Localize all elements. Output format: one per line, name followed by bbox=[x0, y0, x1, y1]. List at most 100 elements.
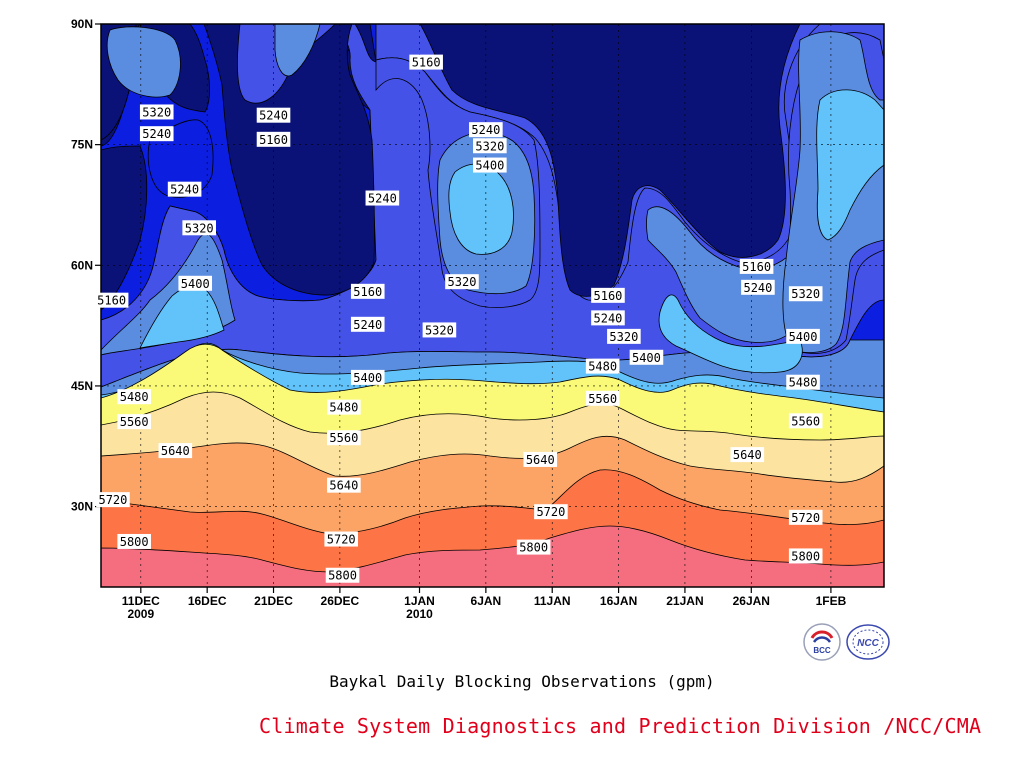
contour-label-bg bbox=[534, 504, 568, 520]
contour-label-bg bbox=[325, 567, 360, 583]
contour-label: 5320 bbox=[139, 104, 174, 120]
contour-label-text: 5560 bbox=[791, 414, 820, 428]
contour-label-text: 5320 bbox=[475, 139, 504, 153]
contour-label-text: 5800 bbox=[328, 569, 357, 583]
contour-label: 5720 bbox=[788, 509, 823, 525]
contour-label-bg bbox=[422, 322, 457, 338]
contour-label-text: 5160 bbox=[97, 294, 126, 308]
contour-label-text: 5640 bbox=[161, 444, 190, 458]
contour-label-bg bbox=[445, 274, 479, 290]
contour-label-bg bbox=[182, 220, 217, 236]
contour-label: 5640 bbox=[523, 451, 558, 467]
y-tick-label: 60N bbox=[71, 258, 93, 272]
contour-label-bg bbox=[350, 369, 385, 385]
contour-label: 5320 bbox=[182, 220, 217, 236]
contour-label-bg bbox=[117, 414, 151, 430]
contour-label-bg bbox=[167, 181, 202, 197]
contour-label-text: 5800 bbox=[519, 541, 548, 555]
contour-label-text: 5240 bbox=[142, 127, 171, 141]
contour-label-text: 5160 bbox=[594, 289, 623, 303]
contour-label-text: 5720 bbox=[98, 493, 127, 507]
contour-label-text: 5240 bbox=[471, 123, 500, 137]
contour-label-text: 5800 bbox=[791, 549, 820, 563]
contour-label-bg bbox=[178, 275, 213, 291]
contour-label-bg bbox=[788, 509, 823, 525]
contour-label: 5560 bbox=[788, 413, 823, 429]
contour-label-bg bbox=[591, 287, 625, 303]
contour-label-text: 5320 bbox=[791, 287, 820, 301]
contour-label-bg bbox=[607, 328, 641, 344]
contour-label-text: 5560 bbox=[588, 392, 617, 406]
contour-label: 5400 bbox=[350, 369, 385, 385]
contour-label: 5480 bbox=[327, 399, 361, 415]
contour-label: 5240 bbox=[139, 126, 174, 142]
contour-label: 5240 bbox=[365, 190, 400, 206]
contour-label: 5320 bbox=[473, 138, 507, 154]
contour-label-bg bbox=[473, 157, 507, 173]
contour-label-bg bbox=[739, 258, 774, 274]
x-tick-sublabel: 2009 bbox=[127, 607, 154, 621]
contour-label-text: 5480 bbox=[789, 376, 818, 390]
contour-label-bg bbox=[585, 358, 620, 374]
contour-label: 5800 bbox=[516, 539, 551, 555]
contour-label-text: 5240 bbox=[353, 318, 382, 332]
contour-label-text: 5240 bbox=[170, 183, 199, 197]
contour-label-bg bbox=[256, 131, 291, 147]
contour-label: 5160 bbox=[256, 131, 291, 147]
contour-label: 5160 bbox=[350, 283, 385, 299]
contour-label-bg bbox=[94, 292, 129, 308]
contour-label-bg bbox=[523, 451, 558, 467]
x-tick-label: 1FEB bbox=[816, 594, 847, 608]
contour-label-text: 5560 bbox=[329, 431, 358, 445]
chart-title: Baykal Daily Blocking Observations (gpm) bbox=[329, 672, 715, 691]
x-tick-label: 1JAN bbox=[404, 594, 435, 608]
contour-label-text: 5320 bbox=[185, 221, 214, 235]
contour-label-text: 5160 bbox=[353, 285, 382, 299]
contour-label-text: 5640 bbox=[733, 448, 762, 462]
contour-label-bg bbox=[629, 349, 664, 365]
contour-label-text: 5800 bbox=[120, 535, 149, 549]
contour-label: 5400 bbox=[178, 275, 213, 291]
contour-label-text: 5400 bbox=[181, 277, 210, 291]
contour-label: 5320 bbox=[422, 322, 457, 338]
contour-label-bg bbox=[324, 531, 359, 547]
x-tick-label: 21DEC bbox=[254, 594, 293, 608]
x-tick-label: 26JAN bbox=[733, 594, 770, 608]
contour-label: 5320 bbox=[445, 274, 479, 290]
contour-label: 5400 bbox=[629, 349, 664, 365]
contour-label-text: 5400 bbox=[789, 330, 818, 344]
y-tick-label: 45N bbox=[71, 379, 93, 393]
svg-text:NCC: NCC bbox=[857, 638, 879, 649]
contour-label-bg bbox=[117, 533, 151, 549]
contour-label: 5720 bbox=[96, 492, 130, 508]
contour-label-bg bbox=[585, 390, 620, 406]
contour-label-text: 5160 bbox=[412, 56, 441, 70]
svg-text:BCC: BCC bbox=[813, 646, 831, 655]
y-axis: 30N 45N 60N 75N 90N bbox=[71, 17, 101, 514]
contour-label-bg bbox=[469, 122, 503, 138]
x-tick-label: 26DEC bbox=[321, 594, 360, 608]
contour-label-bg bbox=[473, 138, 507, 154]
contour-label: 5800 bbox=[325, 567, 360, 583]
contour-label-text: 5320 bbox=[609, 330, 638, 344]
x-tick-label: 11JAN bbox=[534, 594, 571, 608]
contour-label-bg bbox=[139, 126, 174, 142]
contour-label-text: 5640 bbox=[329, 479, 358, 493]
contour-label-text: 5720 bbox=[536, 505, 565, 519]
contour-label-text: 5480 bbox=[588, 360, 617, 374]
x-tick-label: 6JAN bbox=[471, 594, 502, 608]
contour-band bbox=[106, 26, 181, 98]
contour-label: 5240 bbox=[350, 316, 385, 332]
contour-label: 5400 bbox=[786, 328, 820, 344]
y-tick-label: 75N bbox=[71, 138, 93, 152]
contour-label-bg bbox=[409, 54, 443, 70]
contour-label: 5800 bbox=[788, 548, 823, 564]
x-tick-label: 21JAN bbox=[666, 594, 703, 608]
contour-label-bg bbox=[786, 374, 820, 390]
y-tick-label: 90N bbox=[71, 17, 93, 31]
contour-label-text: 5240 bbox=[259, 109, 288, 123]
contour-label: 5640 bbox=[158, 443, 193, 459]
contour-label-bg bbox=[788, 413, 823, 429]
